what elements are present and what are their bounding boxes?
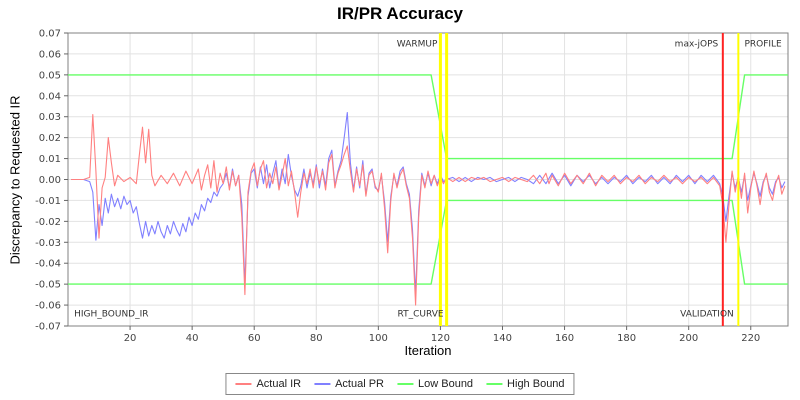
y-tick-label: 0.00 <box>39 175 61 186</box>
y-tick-label: 0.07 <box>39 29 61 40</box>
series-high-bound <box>68 74 788 160</box>
x-tick-label: 180 <box>617 333 636 344</box>
phase-label: RT_CURVE <box>398 310 444 320</box>
legend: Actual IR Actual PR Low Bound High Bound <box>225 373 575 395</box>
legend-label: Low Bound <box>418 378 474 390</box>
x-tick-label: 100 <box>369 333 388 344</box>
y-tick-label: -0.06 <box>35 301 61 312</box>
y-tick-label: 0.06 <box>39 49 61 60</box>
x-tick-label: 200 <box>679 333 698 344</box>
series-low-bound <box>68 199 788 285</box>
phase-label: VALIDATION <box>680 310 734 320</box>
y-tick-label: 0.03 <box>39 112 61 123</box>
series-actual-ir <box>71 114 786 306</box>
x-tick-label: 220 <box>741 333 760 344</box>
x-axis-label: Iteration <box>404 343 452 358</box>
legend-swatch-high-bound <box>486 383 503 385</box>
chart-title: IR/PR Accuracy <box>337 4 463 23</box>
y-tick-label: 0.01 <box>39 154 61 165</box>
y-tick-label: -0.03 <box>35 238 61 249</box>
y-tick-label: -0.05 <box>35 280 61 291</box>
y-tick-label: 0.05 <box>39 70 61 81</box>
legend-item: High Bound <box>486 378 565 390</box>
phase-label: HIGH_BOUND_IR <box>74 310 148 320</box>
legend-swatch-low-bound <box>397 383 414 385</box>
phase-label: WARMUP <box>397 40 438 50</box>
y-tick-label: -0.04 <box>35 259 61 270</box>
legend-item: Actual PR <box>314 378 384 390</box>
x-tick-label: 40 <box>186 333 199 344</box>
phase-label: max-jOPS <box>675 40 719 50</box>
y-tick-label: -0.02 <box>35 217 61 228</box>
y-tick-label: 0.04 <box>39 91 61 102</box>
x-tick-label: 120 <box>431 333 450 344</box>
x-tick-label: 140 <box>493 333 512 344</box>
x-tick-label: 80 <box>310 333 323 344</box>
legend-item: Actual IR <box>235 378 301 390</box>
legend-label: High Bound <box>507 378 565 390</box>
y-tick-label: 0.02 <box>39 133 61 144</box>
x-tick-label: 20 <box>124 333 137 344</box>
y-tick-label: -0.01 <box>35 196 61 207</box>
legend-swatch-actual-ir <box>235 383 252 385</box>
y-tick-label: -0.07 <box>35 322 61 333</box>
legend-swatch-actual-pr <box>314 383 331 385</box>
x-tick-label: 60 <box>248 333 261 344</box>
phase-label: PROFILE <box>744 40 782 50</box>
legend-label: Actual IR <box>256 378 302 390</box>
x-tick-label: 160 <box>555 333 574 344</box>
legend-item: Low Bound <box>397 378 473 390</box>
legend-label: Actual PR <box>335 378 385 390</box>
